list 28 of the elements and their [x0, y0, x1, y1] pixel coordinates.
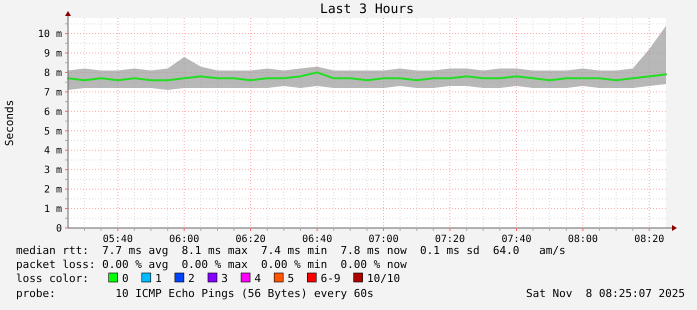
y-tick-label: 9 m: [44, 48, 62, 60]
y-tick-label: 0: [56, 224, 62, 234]
y-tick-label: 3 m: [44, 165, 62, 176]
y-tick-label: 8 m: [44, 68, 62, 79]
y-tick-label: 2 m: [44, 184, 62, 196]
y-tick-label: 10 m: [38, 29, 62, 40]
text: probe: 10 ICMP Echo Pings (56 Bytes) every 60s: [16, 287, 374, 300]
y-tick-label: 5 m: [44, 126, 62, 138]
line-series: [67, 71, 667, 82]
x-tick-label: 07:40: [501, 234, 532, 245]
x-tick-label: 06:20: [236, 234, 266, 245]
y-axis-title: Seconds: [3, 100, 16, 146]
text: median rtt: 7.7 ms avg 8.1 ms max 7.4 ms min 7.8 ms now 0.1 ms sd 64.0 am/s: [16, 244, 566, 257]
text: Sat Nov 8 08:25:07 2025: [526, 287, 685, 300]
x-tick-label: 05:40: [102, 234, 133, 245]
x-tick-label: 06:00: [169, 234, 200, 245]
y-tick-label: 6 m: [44, 106, 62, 118]
y-tick-label: 1 m: [44, 204, 62, 216]
x-tick-label: 06:40: [302, 234, 332, 245]
chart-title: Last 3 Hours: [320, 2, 414, 17]
y-tick-label: 4 m: [44, 146, 62, 157]
x-tick-label: 07:20: [434, 234, 465, 245]
y-tick-label: 7 m: [44, 87, 62, 98]
text: loss color: 0 1 2 3 4 5 6-9 10/10: [16, 272, 400, 285]
x-tick-label: 08:00: [568, 234, 598, 245]
x-tick-label: 07:00: [368, 234, 399, 245]
x-tick-label: 08:20: [634, 234, 664, 245]
text: packet loss: 0.00 % avg 0.00 % max 0.00 % min 0.00 % now: [16, 258, 408, 271]
